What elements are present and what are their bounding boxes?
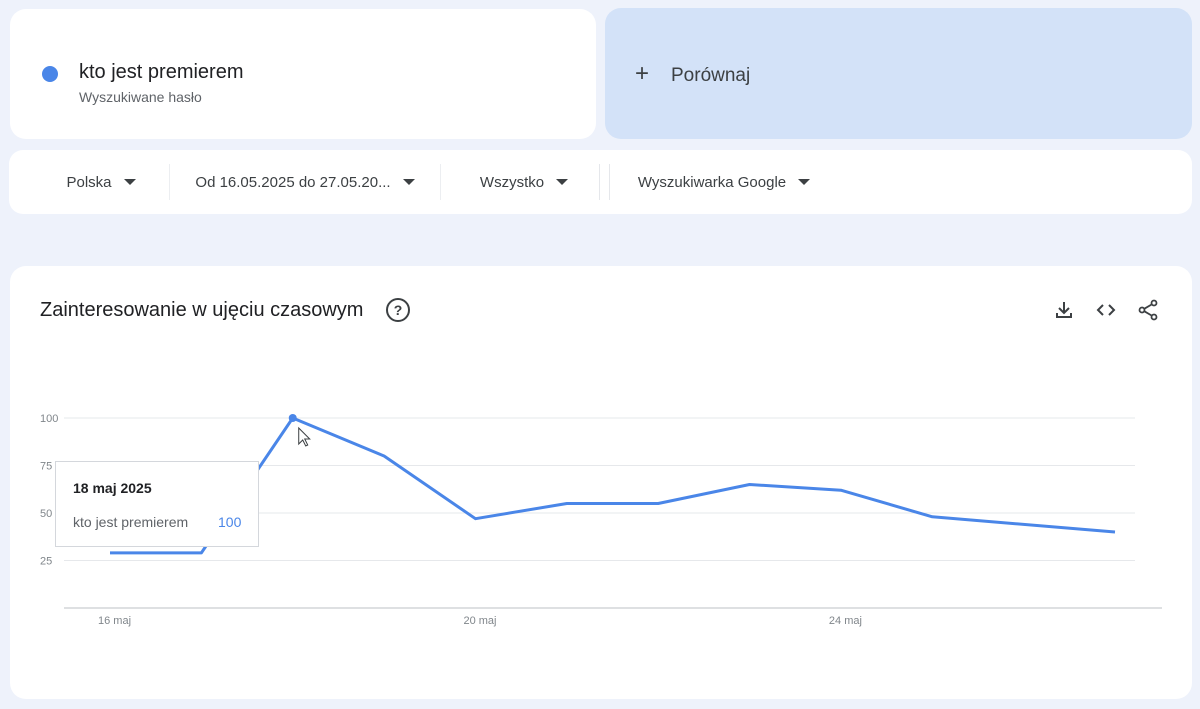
chart-section-title: Zainteresowanie w ujęciu czasowym <box>40 299 364 321</box>
region-dropdown[interactable]: Polska <box>37 164 165 200</box>
chevron-down-icon <box>798 179 811 185</box>
data-point[interactable] <box>288 414 297 422</box>
embed-code-icon[interactable] <box>1094 298 1118 322</box>
category-value: Wszystko <box>479 173 545 191</box>
help-circle-icon[interactable]: ? <box>386 298 410 322</box>
date-range-dropdown[interactable]: Od 16.05.2025 do 27.05.20... <box>169 164 441 200</box>
search-term-title[interactable]: kto jest premierem <box>79 61 244 83</box>
interest-over-time-card: Zainteresowanie w ujęciu czasowym ? 25 50… <box>10 266 1192 699</box>
x-tick-label: 16 maj <box>98 615 131 627</box>
tooltip-term: kto jest premierem <box>73 514 189 530</box>
chevron-down-icon <box>402 179 415 185</box>
y-tick-label: 75 <box>40 461 52 473</box>
series-color-dot <box>42 66 58 82</box>
y-tick-label: 50 <box>40 508 52 520</box>
chart-tooltip: 18 maj 2025 kto jest premierem 100 <box>55 461 259 547</box>
y-tick-label: 25 <box>40 556 52 568</box>
filters-bar: Polska Od 16.05.2025 do 27.05.20... Wszy… <box>9 150 1192 214</box>
x-tick-label: 20 maj <box>463 615 496 627</box>
x-tick-label: 24 maj <box>829 615 862 627</box>
date-range-value: Od 16.05.2025 do 27.05.20... <box>195 173 391 191</box>
share-icon[interactable] <box>1136 298 1160 322</box>
chevron-down-icon <box>123 179 136 185</box>
line-chart: 25 50 75 100 16 maj 20 maj 24 maj <box>40 413 1162 627</box>
chevron-down-icon <box>556 179 569 185</box>
search-term-card[interactable]: kto jest premierem Wyszukiwane hasło <box>10 9 596 139</box>
y-tick-label: 100 <box>40 413 58 425</box>
download-icon[interactable] <box>1052 298 1076 322</box>
category-dropdown[interactable]: Wszystko <box>449 164 600 200</box>
source-dropdown[interactable]: Wyszukiwarka Google <box>609 164 838 200</box>
series-line <box>110 416 1116 555</box>
search-term-subtitle: Wyszukiwane hasło <box>79 89 202 105</box>
region-value: Polska <box>66 173 112 191</box>
source-value: Wyszukiwarka Google <box>637 173 787 191</box>
plus-icon: + <box>635 60 650 87</box>
mouse-cursor-icon <box>298 426 311 447</box>
tooltip-value: 100 <box>218 514 242 530</box>
compare-label: Porównaj <box>671 65 751 86</box>
compare-button[interactable]: + Porównaj <box>605 8 1192 139</box>
tooltip-date: 18 maj 2025 <box>73 480 152 496</box>
